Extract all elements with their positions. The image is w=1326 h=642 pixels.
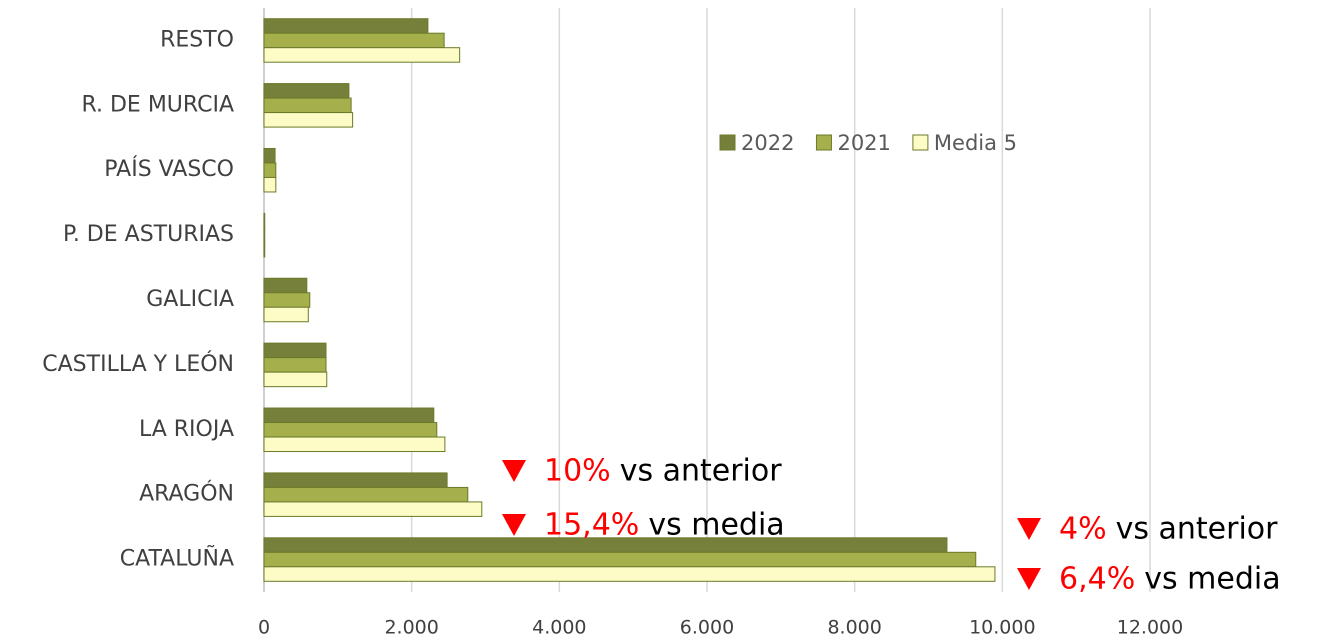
bar (263, 551, 977, 568)
annotation-value: 4% (1059, 512, 1107, 547)
down-arrow (1017, 568, 1041, 590)
annotation-value: 6,4% (1059, 562, 1135, 597)
bar (263, 83, 350, 99)
bar (263, 212, 266, 229)
bar (263, 18, 429, 34)
y-tick-label: LA RIOJA (139, 417, 234, 442)
down-arrow (1017, 518, 1041, 540)
x-tick-label: 6.000 (680, 617, 734, 639)
legend-swatch (815, 134, 832, 151)
bar (263, 227, 266, 243)
bar (263, 486, 469, 503)
bar (263, 306, 309, 323)
bar (263, 241, 266, 258)
x-tick-label: 0 (258, 617, 270, 639)
bar (263, 147, 276, 164)
annotation-text: vs media (648, 508, 784, 543)
bar (263, 47, 461, 63)
annotation-text: vs media (1144, 562, 1280, 597)
x-tick-label: 10.000 (969, 617, 1035, 639)
y-tick-label: ARAGÓN (139, 481, 234, 507)
legend-label: Media 5 (934, 131, 1017, 155)
bar (263, 472, 448, 488)
annotation-text: vs anterior (620, 454, 783, 489)
bar (263, 501, 483, 517)
bar (263, 407, 435, 424)
y-tick-label: CASTILLA Y LEÓN (42, 351, 234, 377)
annotation-text: vs anterior (1116, 512, 1279, 547)
bar (263, 176, 277, 193)
bar (263, 422, 438, 438)
y-tick-label: RESTO (160, 27, 234, 52)
bar (263, 292, 311, 308)
bar (263, 371, 328, 388)
bar (263, 342, 327, 359)
bar (263, 436, 446, 453)
legend-label: 2021 (837, 131, 890, 155)
bar (263, 357, 327, 373)
annotation-value: 10% (544, 454, 611, 489)
bar (263, 277, 308, 294)
y-tick-label: GALICIA (146, 287, 234, 312)
x-tick-label: 2.000 (384, 617, 438, 639)
x-tick-label: 8.000 (827, 617, 881, 639)
y-tick-label: CATALUÑA (120, 545, 234, 572)
bar (263, 112, 354, 128)
bar (263, 32, 445, 49)
annotation-value: 15,4% (544, 508, 639, 543)
legend-swatch (912, 134, 929, 151)
down-arrow (502, 514, 526, 536)
y-tick-label: P. DE ASTURIAS (63, 222, 234, 247)
bar (263, 97, 352, 114)
y-tick-label: R. DE MURCIA (82, 92, 235, 117)
x-tick-label: 4.000 (532, 617, 586, 639)
y-tick-label: PAÍS VASCO (104, 156, 234, 182)
legend-swatch (719, 134, 736, 151)
x-tick-label: 12.000 (1117, 617, 1183, 639)
down-arrow (502, 460, 526, 482)
bar (263, 566, 996, 582)
bar (263, 162, 277, 178)
legend-label: 2022 (741, 131, 794, 155)
